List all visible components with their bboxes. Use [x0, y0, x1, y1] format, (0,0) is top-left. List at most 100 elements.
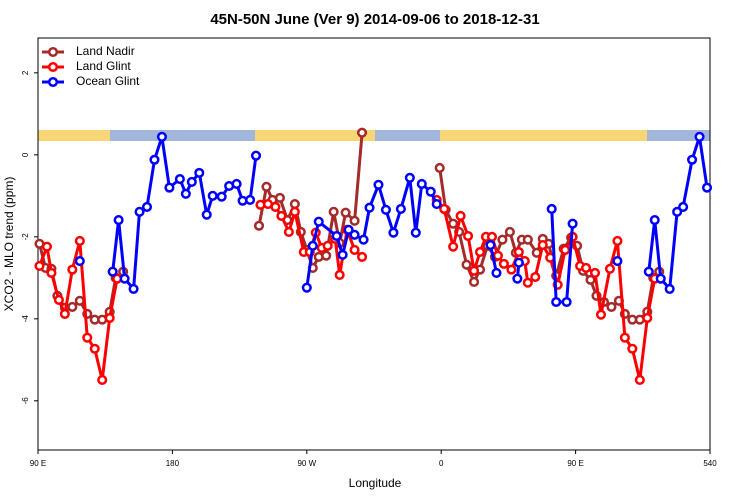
data-point [301, 282, 312, 293]
data-point [448, 218, 459, 229]
data-point [373, 179, 384, 190]
data-point [530, 271, 541, 283]
data-point [245, 194, 256, 205]
data-point [701, 182, 713, 193]
data-point [455, 210, 466, 221]
data-point [649, 214, 660, 226]
data-point [67, 301, 78, 312]
data-point [612, 235, 623, 246]
data-point [358, 234, 369, 245]
data-point [357, 127, 368, 138]
data-point [655, 273, 666, 284]
data-point [349, 215, 360, 226]
data-point [128, 283, 139, 294]
data-point [307, 240, 318, 251]
data-point [364, 202, 375, 213]
x-tick-label: 0 [439, 459, 444, 468]
data-point [201, 209, 212, 220]
x-tick-label: 90 E [30, 459, 46, 468]
data-point [313, 216, 324, 227]
x-axis-label: Longitude [349, 476, 402, 490]
data-point [104, 312, 115, 324]
legend-marker [47, 76, 59, 88]
x-tick-label: 90 W [297, 459, 316, 468]
data-point [321, 250, 332, 261]
data-point [74, 295, 85, 306]
data-point [678, 201, 689, 212]
data-point [486, 231, 498, 242]
data-point [186, 176, 197, 187]
data-point [619, 332, 630, 343]
data-point [498, 258, 509, 269]
data-point [585, 274, 596, 285]
y-tick-label: 2 [21, 70, 30, 75]
y-axis-label: XCO2 - MLO trend (ppm) [2, 177, 16, 312]
data-point [431, 198, 442, 210]
data-point [416, 178, 427, 189]
data-point [59, 308, 70, 319]
series [34, 194, 660, 385]
data-point [74, 255, 85, 267]
data-point [388, 227, 399, 238]
x-tick-label: 180 [166, 459, 180, 468]
data-point [119, 273, 130, 284]
x-tick-label: 90 E [567, 459, 583, 468]
data-point [497, 234, 508, 245]
data-point [261, 181, 272, 192]
data-point [469, 265, 480, 276]
data-point [491, 267, 502, 278]
data-point [612, 255, 623, 267]
data-point [343, 224, 354, 235]
y-tick-label: -6 [21, 397, 30, 405]
data-point [380, 204, 391, 215]
data-point [434, 162, 445, 174]
data-point [357, 251, 368, 262]
data-point [250, 150, 262, 161]
land-band [440, 130, 647, 141]
x-tick-label: 540 [703, 459, 717, 468]
data-point [67, 264, 78, 275]
data-point [274, 192, 285, 203]
data-point [513, 257, 524, 268]
data-point [107, 266, 118, 277]
data-point [512, 273, 523, 284]
data-point [522, 277, 533, 288]
ocean-band [110, 130, 255, 141]
data-point [439, 203, 450, 214]
data-point [89, 343, 100, 354]
data-point [513, 246, 524, 258]
ocean-band [647, 130, 710, 141]
legend-label: Ocean Glint [76, 74, 140, 88]
data-point [349, 229, 360, 240]
data-point [283, 226, 294, 237]
data-point [492, 250, 503, 261]
surface-strip [38, 130, 710, 141]
data-point [276, 210, 287, 221]
data-point [643, 266, 654, 277]
data-point [253, 220, 265, 231]
chart-title: 45N-50N June (Ver 9) 2014-09-06 to 2018-… [210, 11, 539, 28]
y-tick-label: -2 [21, 233, 30, 241]
data-point [340, 207, 351, 218]
data-point [41, 241, 53, 252]
data-point [180, 188, 191, 199]
data-point [207, 190, 218, 201]
data-point [231, 178, 242, 189]
data-point [289, 198, 300, 210]
data-point [334, 269, 345, 281]
data-point [149, 154, 160, 165]
data-point [164, 182, 175, 193]
data-point [134, 206, 145, 217]
legend-marker [47, 61, 59, 73]
data-point [604, 263, 615, 274]
data-point [82, 332, 93, 343]
y-tick-label: 0 [21, 152, 30, 157]
data-point [113, 214, 124, 226]
data-point [404, 172, 415, 183]
series [74, 131, 713, 308]
data-point [506, 264, 517, 275]
data-point [589, 267, 601, 278]
data-point [537, 239, 548, 251]
